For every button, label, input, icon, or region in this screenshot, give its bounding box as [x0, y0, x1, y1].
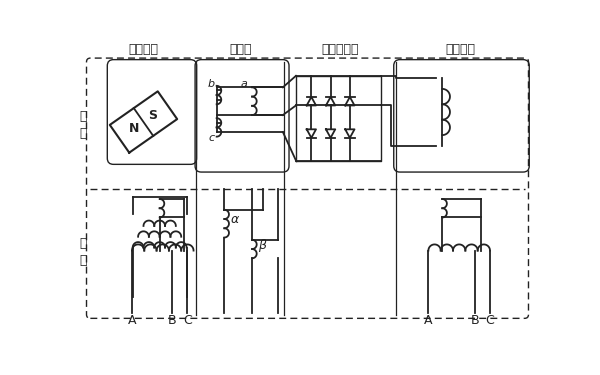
Text: β: β [258, 240, 266, 252]
Text: 副励磁机: 副励磁机 [128, 43, 158, 56]
Text: A: A [424, 314, 433, 327]
Text: A: A [128, 314, 136, 327]
Text: B: B [167, 314, 176, 327]
Text: S: S [148, 110, 157, 122]
Text: C: C [183, 314, 192, 327]
Text: 旋转整流器: 旋转整流器 [322, 43, 359, 56]
Text: 励磁机: 励磁机 [229, 43, 251, 56]
Text: α: α [230, 213, 239, 226]
Text: 定
子: 定 子 [79, 237, 86, 267]
Text: 转
子: 转 子 [79, 111, 86, 141]
Text: 主发电机: 主发电机 [445, 43, 475, 56]
Text: B: B [470, 314, 479, 327]
Text: C: C [485, 314, 494, 327]
Text: b: b [208, 79, 215, 89]
Text: a: a [241, 79, 247, 89]
Text: N: N [129, 122, 139, 135]
Text: c: c [209, 133, 215, 143]
